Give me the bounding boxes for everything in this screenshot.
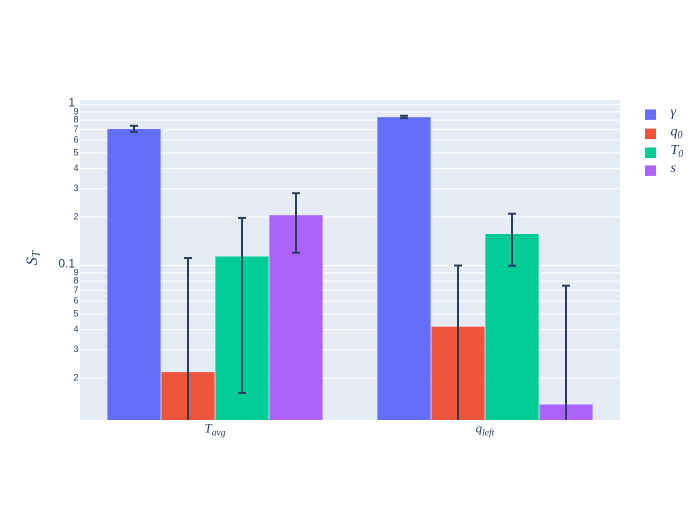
svg-text:5: 5 xyxy=(73,309,78,319)
svg-text:s: s xyxy=(671,161,677,176)
svg-text:3: 3 xyxy=(73,183,78,193)
svg-text:6: 6 xyxy=(73,135,78,145)
svg-text:6: 6 xyxy=(73,296,78,306)
svg-text:7: 7 xyxy=(73,124,78,134)
svg-text:8: 8 xyxy=(73,115,78,125)
svg-text:9: 9 xyxy=(73,267,78,277)
svg-text:3: 3 xyxy=(73,344,78,354)
svg-text:2: 2 xyxy=(73,373,78,383)
svg-text:7: 7 xyxy=(73,285,78,295)
svg-text:4: 4 xyxy=(73,163,78,173)
svg-text:0.1: 0.1 xyxy=(58,257,75,271)
svg-text:8: 8 xyxy=(73,276,78,286)
svg-text:4: 4 xyxy=(73,324,78,334)
svg-text:9: 9 xyxy=(73,106,78,116)
svg-text:1: 1 xyxy=(68,96,75,110)
svg-text:γ: γ xyxy=(671,105,677,120)
svg-text:2: 2 xyxy=(73,212,78,222)
svg-text:5: 5 xyxy=(73,148,78,158)
